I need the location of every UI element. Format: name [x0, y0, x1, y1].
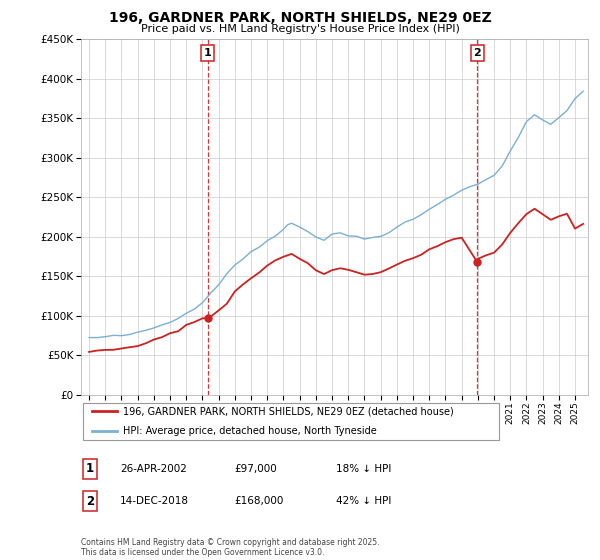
Text: £168,000: £168,000 [234, 496, 283, 506]
Text: Price paid vs. HM Land Registry's House Price Index (HPI): Price paid vs. HM Land Registry's House … [140, 24, 460, 34]
Text: 2: 2 [473, 48, 481, 58]
Text: 42% ↓ HPI: 42% ↓ HPI [336, 496, 391, 506]
Text: 18% ↓ HPI: 18% ↓ HPI [336, 464, 391, 474]
Text: £97,000: £97,000 [234, 464, 277, 474]
Text: 1: 1 [204, 48, 212, 58]
Text: HPI: Average price, detached house, North Tyneside: HPI: Average price, detached house, Nort… [123, 427, 377, 436]
Text: 196, GARDNER PARK, NORTH SHIELDS, NE29 0EZ: 196, GARDNER PARK, NORTH SHIELDS, NE29 0… [109, 11, 491, 25]
Text: 2: 2 [86, 494, 94, 508]
Text: 196, GARDNER PARK, NORTH SHIELDS, NE29 0EZ (detached house): 196, GARDNER PARK, NORTH SHIELDS, NE29 0… [123, 407, 454, 416]
Text: Contains HM Land Registry data © Crown copyright and database right 2025.
This d: Contains HM Land Registry data © Crown c… [81, 538, 380, 557]
Text: 14-DEC-2018: 14-DEC-2018 [120, 496, 189, 506]
Text: 1: 1 [86, 462, 94, 475]
FancyBboxPatch shape [83, 403, 499, 440]
Text: 26-APR-2002: 26-APR-2002 [120, 464, 187, 474]
